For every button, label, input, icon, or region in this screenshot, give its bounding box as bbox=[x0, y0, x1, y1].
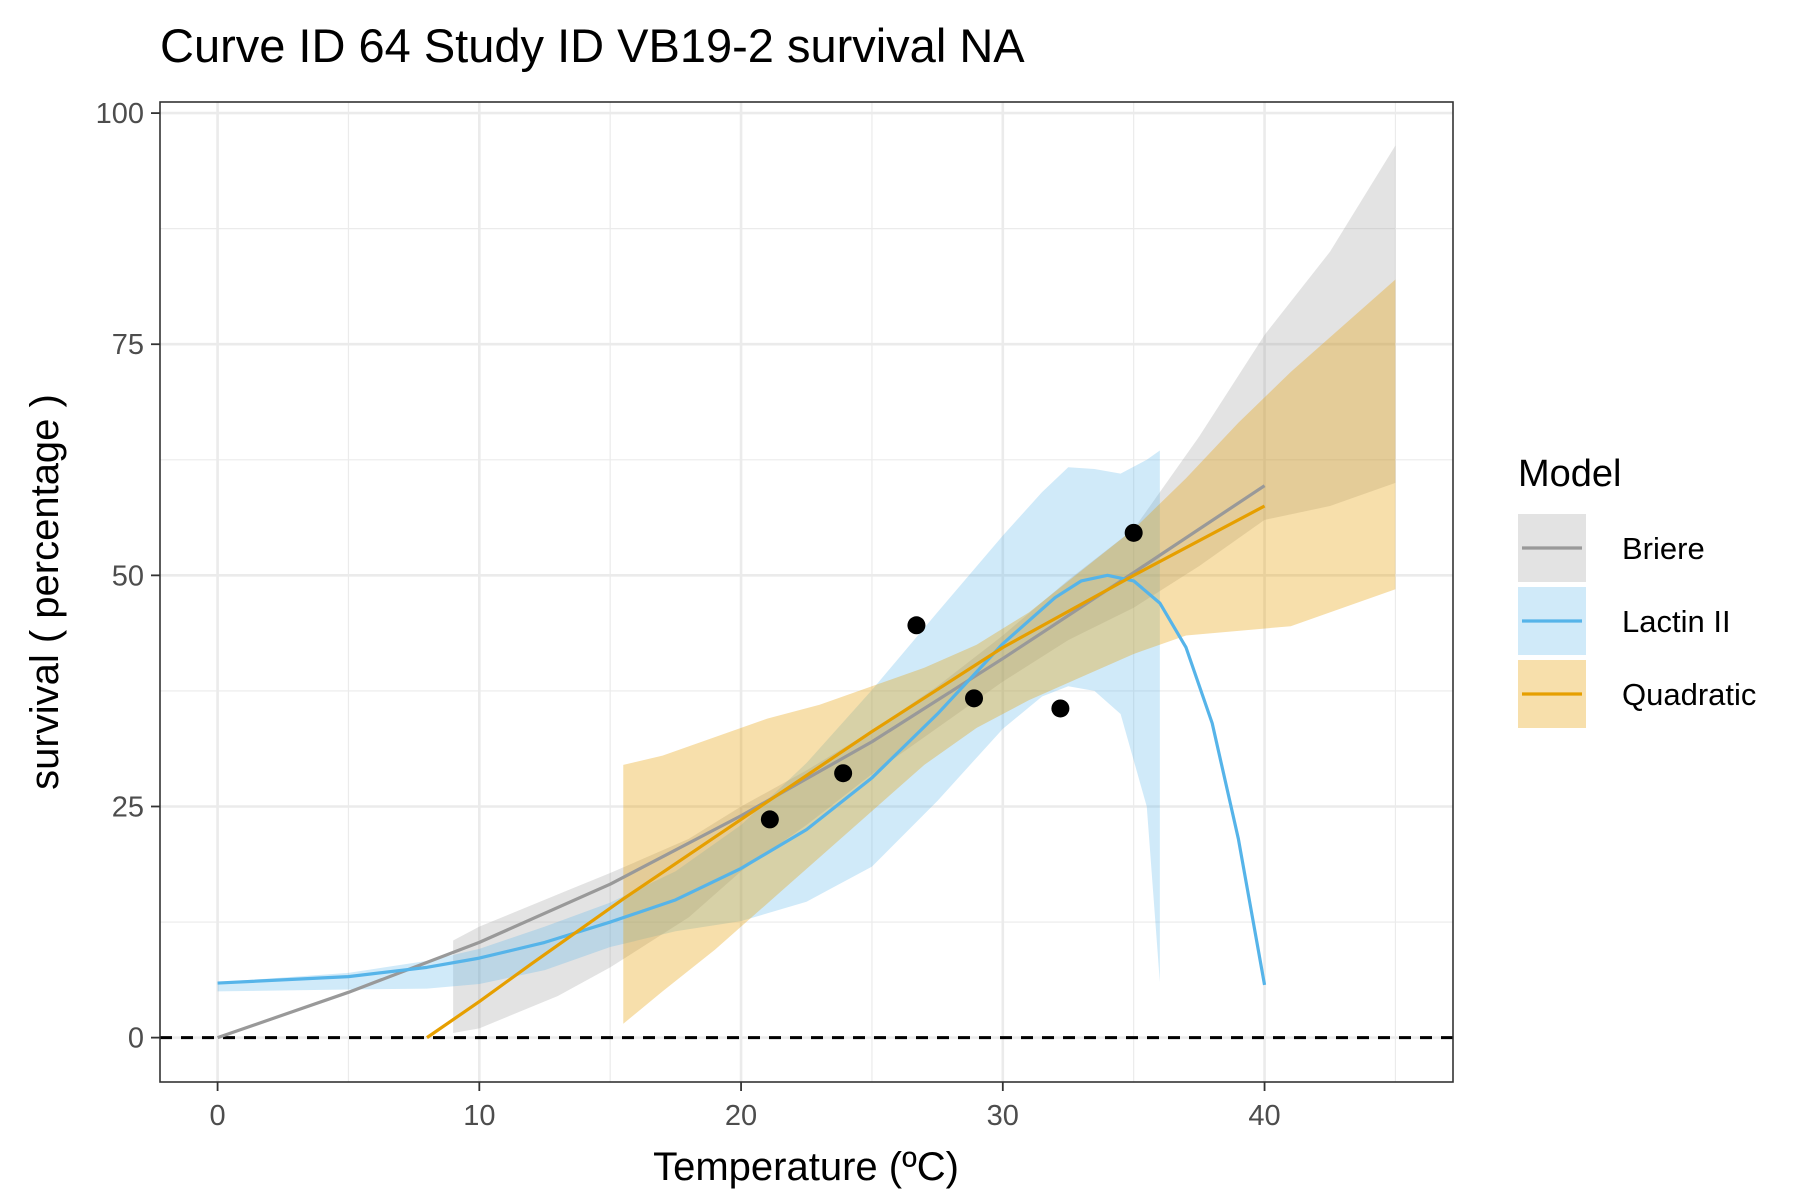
y-tick-label: 0 bbox=[128, 1023, 144, 1055]
legend-label: Quadratic bbox=[1622, 677, 1756, 712]
y-tick-label: 100 bbox=[96, 98, 144, 130]
data-point bbox=[1124, 523, 1143, 542]
x-tick-label: 30 bbox=[987, 1100, 1019, 1132]
legend-items: Briere Lactin II Quadratic bbox=[1518, 514, 1756, 728]
quadratic-curve bbox=[426, 504, 1266, 1039]
legend-item-briere: Briere bbox=[1518, 514, 1705, 582]
y-tick-label: 25 bbox=[112, 791, 144, 823]
x-tick-label: 40 bbox=[1248, 1100, 1280, 1132]
legend-item-quadratic: Quadratic bbox=[1518, 660, 1756, 728]
x-tick-label: 0 bbox=[210, 1100, 226, 1132]
plot-background bbox=[160, 102, 1453, 1082]
plot-border bbox=[159, 101, 1454, 1083]
x-axis: 0 10 20 30 40 bbox=[210, 1082, 1281, 1132]
lactin-ii-curve bbox=[217, 573, 1267, 986]
plot-panel bbox=[159, 101, 1454, 1083]
data-point bbox=[965, 689, 984, 708]
legend: Model Briere Lactin II Quadratic bbox=[1518, 453, 1756, 728]
grid bbox=[160, 102, 1453, 1082]
y-tick-label: 50 bbox=[112, 560, 144, 592]
chart-title: Curve ID 64 Study ID VB19-2 survival NA bbox=[160, 19, 1025, 72]
y-tick-label: 75 bbox=[112, 329, 144, 361]
model-curves bbox=[217, 484, 1267, 1040]
data-point bbox=[1051, 699, 1070, 718]
legend-label: Briere bbox=[1622, 531, 1705, 566]
legend-title: Model bbox=[1518, 453, 1622, 495]
x-tick-label: 10 bbox=[463, 1100, 495, 1132]
y-axis: 0 25 50 75 100 bbox=[96, 98, 160, 1055]
x-tick-label: 20 bbox=[725, 1100, 757, 1132]
observed-points bbox=[760, 523, 1143, 829]
x-axis-title: Temperature (ºC) bbox=[653, 1145, 959, 1189]
briere-confidence-band bbox=[453, 145, 1396, 1034]
briere-curve bbox=[217, 484, 1266, 1040]
lactin-ii-confidence-band bbox=[217, 450, 1160, 992]
data-point bbox=[760, 810, 779, 829]
legend-item-lactin-ii: Lactin II bbox=[1518, 587, 1731, 655]
y-axis-title: survival ( percentage ) bbox=[23, 394, 67, 790]
legend-label: Lactin II bbox=[1622, 604, 1731, 639]
data-point bbox=[907, 616, 926, 635]
data-point bbox=[834, 764, 853, 783]
confidence-bands bbox=[217, 145, 1396, 1034]
quadratic-confidence-band bbox=[623, 279, 1396, 1024]
